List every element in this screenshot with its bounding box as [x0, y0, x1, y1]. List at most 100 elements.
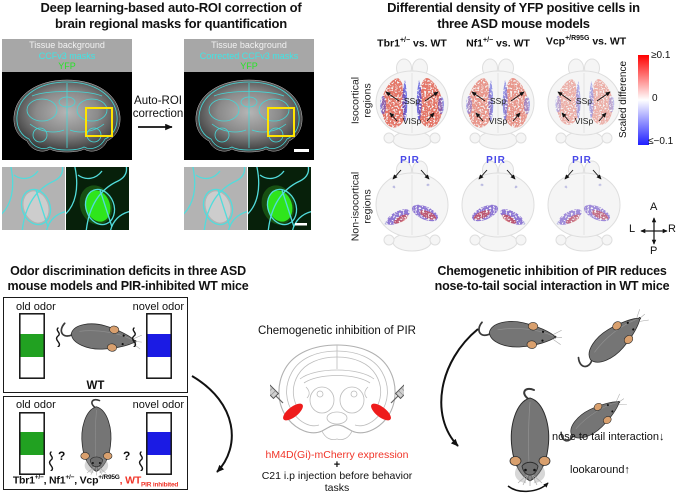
leader-mouse	[573, 303, 654, 370]
group-label-mutants: Tbr1+/−, Nf1+/−, Vcp+/R95G, WTPIR inhibi…	[12, 474, 179, 489]
region-label-pir: PIR	[400, 155, 420, 166]
scent-icon	[55, 327, 61, 347]
panel-title-odor-discrimination: Odor discrimination deficits in three AS…	[0, 264, 256, 293]
legend-tissue: Tissue background	[211, 40, 287, 50]
brain-map-noniso-nf1	[461, 160, 535, 252]
title-line1: Deep learning-based auto-ROI correction …	[40, 0, 302, 15]
colorbar-min: ≤−0.1	[648, 136, 674, 147]
brain-map-noniso-tbr1	[375, 160, 449, 252]
image-legend: Tissue background CCFv3 masks YFP	[2, 39, 132, 72]
colorbar	[638, 55, 649, 145]
inset-tissue-masks	[184, 167, 247, 230]
old-odor-port	[19, 313, 45, 379]
mouse-confused	[80, 398, 113, 477]
legend-yfp: YFP	[240, 61, 258, 71]
inset-tissue-masks	[2, 167, 65, 230]
odor-test-box-mutants: old odor novel odor ? ? Tbr1+/−, Nf1+/−,…	[3, 396, 188, 490]
follower-mouse	[476, 317, 564, 352]
title-line2: brain regional masks for quantification	[54, 15, 288, 31]
panel-title-social-interaction: Chemogenetic inhibition of PIR reduces n…	[419, 264, 685, 293]
colorbar-max: ≥0.1	[651, 50, 671, 61]
legend-corrected-masks: Corrected CCFv3 masks	[199, 50, 299, 61]
roi-highlight-box	[85, 107, 113, 137]
column-header-vcp: Vcp+/R95G vs. WT	[545, 35, 627, 48]
novel-odor-port	[146, 412, 172, 475]
scent-icon	[48, 451, 54, 471]
region-label-ssp: SSp	[403, 96, 421, 106]
title-line2: mouse models and PIR-inhibited WT mice	[7, 278, 249, 293]
panel-title-differential-density: Differential density of YFP positive cel…	[342, 0, 685, 31]
mouse-lookaround	[507, 387, 551, 492]
novel-odor-color	[147, 334, 171, 357]
image-corrected-masks: Tissue background Corrected CCFv3 masks …	[183, 39, 315, 230]
inset-yfp-masks	[248, 167, 311, 230]
novel-odor-color	[147, 432, 171, 455]
old-odor-port	[19, 412, 45, 475]
image-original-masks: Tissue background CCFv3 masks YFP	[1, 39, 133, 230]
arrow-label-line1: Auto-ROI	[134, 95, 182, 107]
compass-right: R	[668, 223, 676, 235]
mice-nose-to-tail	[476, 303, 654, 370]
compass-posterior: P	[650, 245, 658, 257]
c21-label: C21 i.p injection before behavior tasks	[261, 470, 413, 494]
colorbar-label: Scaled difference	[618, 60, 630, 139]
lookaround-motion-arrow	[507, 482, 549, 492]
region-label-pir: PIR	[486, 155, 506, 166]
group-label-wt: WT	[86, 380, 105, 392]
image-legend: Tissue background Corrected CCFv3 masks …	[184, 39, 314, 72]
question-mark: ?	[58, 449, 66, 463]
legend-masks: CCFv3 masks	[38, 50, 96, 61]
pir-expression-left	[283, 403, 303, 421]
title-line2: three ASD mouse models	[437, 15, 590, 31]
title-line2: nose-to-tail social interaction in WT mi…	[434, 278, 670, 293]
brain-map-noniso-vcp	[547, 160, 621, 252]
roi-highlight-box	[267, 107, 295, 137]
mcherry-label: hM4D(Gi)-mCherry expression	[265, 449, 409, 461]
novel-odor-label: novel odor	[132, 301, 184, 313]
pir-expression-right	[371, 403, 391, 421]
region-label-ssp: SSp	[575, 96, 593, 106]
old-odor-color	[20, 432, 44, 455]
column-header-nf1: Nf1+/− vs. WT	[466, 37, 530, 50]
title-line1: Differential density of YFP positive cel…	[387, 0, 640, 15]
plus-sign: +	[333, 459, 341, 471]
coronal-brain-diagram	[270, 344, 404, 440]
arrow-label-line2: correction	[132, 108, 184, 120]
old-odor-label: old odor	[16, 301, 56, 313]
inset-yfp-masks	[66, 167, 129, 230]
region-label-visp: VISp	[402, 116, 422, 126]
old-odor-color	[20, 334, 44, 357]
legend-tissue: Tissue background	[29, 40, 105, 50]
old-odor-label: old odor	[16, 399, 56, 411]
nose-to-tail-label: nose to tail interaction↓	[552, 431, 665, 443]
region-label-ssp: SSp	[489, 96, 507, 106]
scent-icon	[131, 327, 137, 347]
region-label-visp: VISp	[488, 116, 508, 126]
coronal-section-image	[183, 71, 315, 161]
column-header-tbr1: Tbr1+/− vs. WT	[377, 37, 447, 50]
title-line1: Chemogenetic inhibition of PIR reduces	[437, 264, 667, 278]
title-line1: Odor discrimination deficits in three AS…	[10, 264, 246, 278]
lookaround-label: lookaround↑	[570, 464, 630, 476]
region-label-visp: VISp	[574, 116, 594, 126]
panel-title-autoroi: Deep learning-based auto-ROI correction …	[0, 0, 342, 31]
row-label-non-isocortical: Non-isocortical regions	[349, 171, 374, 242]
curved-arrow-left	[191, 375, 233, 473]
orientation-compass	[640, 217, 668, 245]
coronal-section-image	[1, 71, 133, 161]
autoroi-arrow-label: Auto-ROI correction	[130, 95, 186, 121]
novel-odor-label: novel odor	[132, 399, 184, 411]
compass-left: L	[629, 223, 636, 235]
panel-title-chemogenetic: Chemogenetic inhibition of PIR	[258, 325, 416, 337]
novel-odor-port	[146, 313, 172, 379]
question-mark: ?	[123, 449, 131, 463]
odor-test-box-wt: old odor novel odor WT	[3, 297, 188, 393]
scent-icon	[138, 451, 144, 471]
scale-bar	[295, 223, 307, 226]
compass-anterior: A	[650, 201, 658, 213]
legend-yfp: YFP	[58, 61, 76, 71]
scale-bar	[294, 149, 309, 152]
colorbar-zero: 0	[652, 93, 658, 104]
region-label-pir: PIR	[572, 155, 592, 166]
